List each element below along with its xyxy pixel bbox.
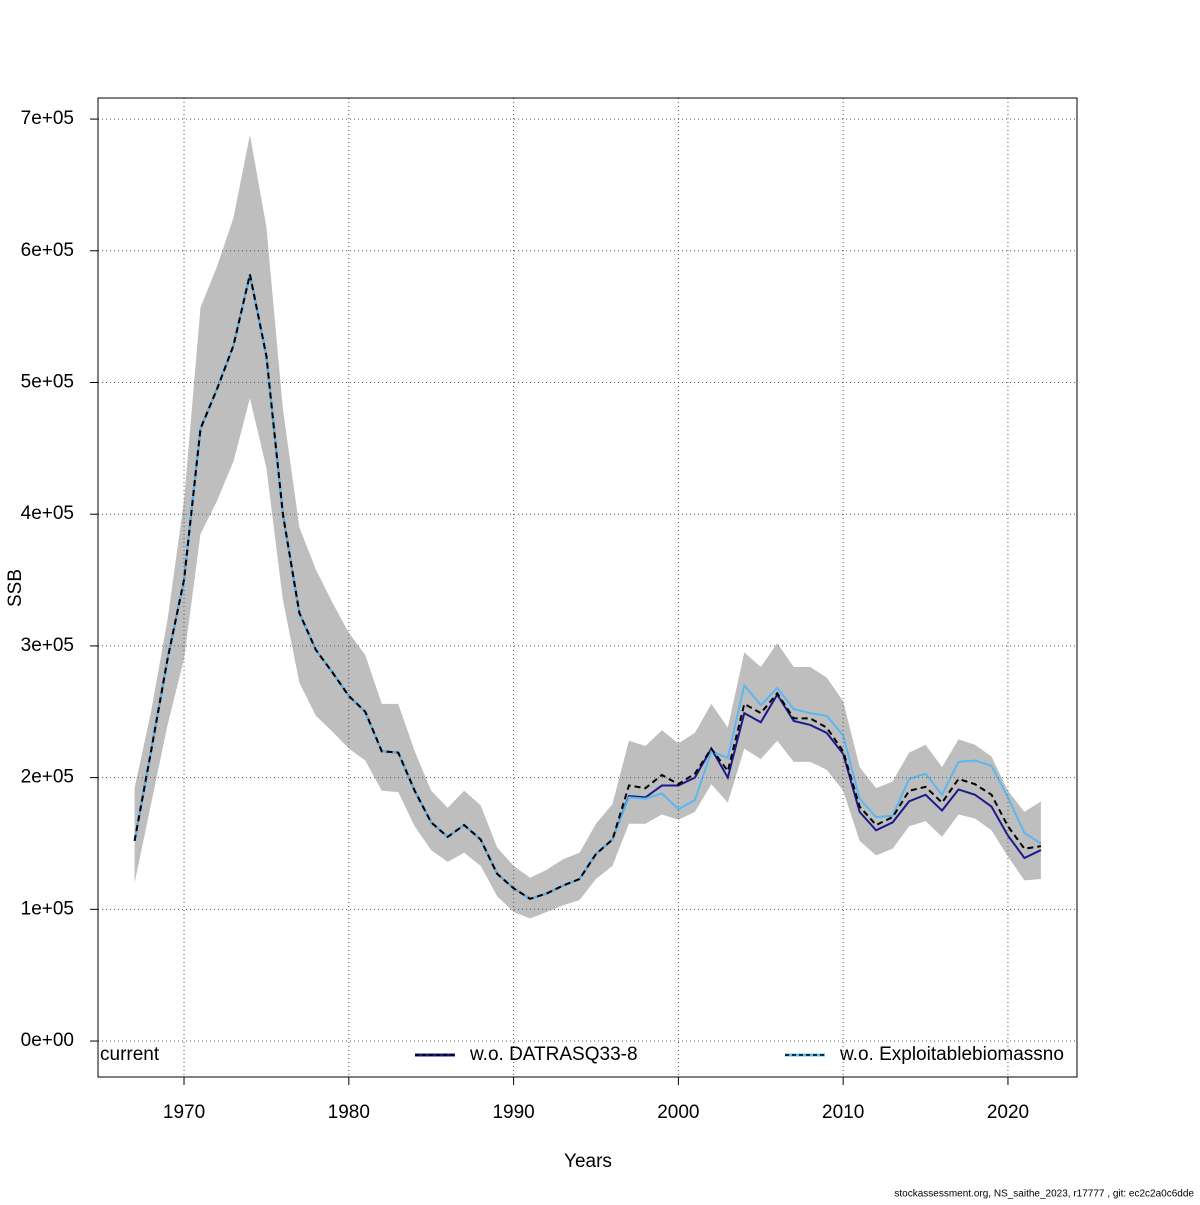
plot-area (133, 134, 1042, 919)
x-tick-label: 2000 (657, 1102, 699, 1123)
y-tick-label: 7e+05 (21, 108, 74, 129)
x-tick-label: 2010 (822, 1102, 864, 1123)
x-tick-label: 1990 (492, 1102, 534, 1123)
x-axis-label: Years (564, 1151, 612, 1172)
y-tick-label: 0e+00 (21, 1030, 74, 1051)
y-tick-label: 3e+05 (21, 635, 74, 656)
x-tick-label: 1970 (163, 1102, 205, 1123)
y-tick-label: 5e+05 (21, 372, 74, 393)
legend-label: current (100, 1044, 160, 1065)
x-tick-label: 2020 (987, 1102, 1029, 1123)
legend-label: w.o. DATRASQ33-8 (469, 1044, 638, 1065)
y-axis-label: SSB (5, 569, 26, 607)
footer: stockassessment.org, NS_saithe_2023, r17… (894, 1189, 1194, 1200)
x-tick-label: 1980 (328, 1102, 370, 1123)
confidence-band (134, 134, 1041, 919)
y-tick-label: 6e+05 (21, 240, 74, 261)
series-line (133, 274, 1042, 900)
plot-frame (97, 97, 1078, 1078)
legend-label: w.o. Exploitablebiomassno (839, 1044, 1064, 1065)
y-tick-label: 2e+05 (21, 767, 74, 788)
y-tick-label: 1e+05 (21, 898, 74, 919)
y-tick-label: 4e+05 (21, 503, 74, 524)
